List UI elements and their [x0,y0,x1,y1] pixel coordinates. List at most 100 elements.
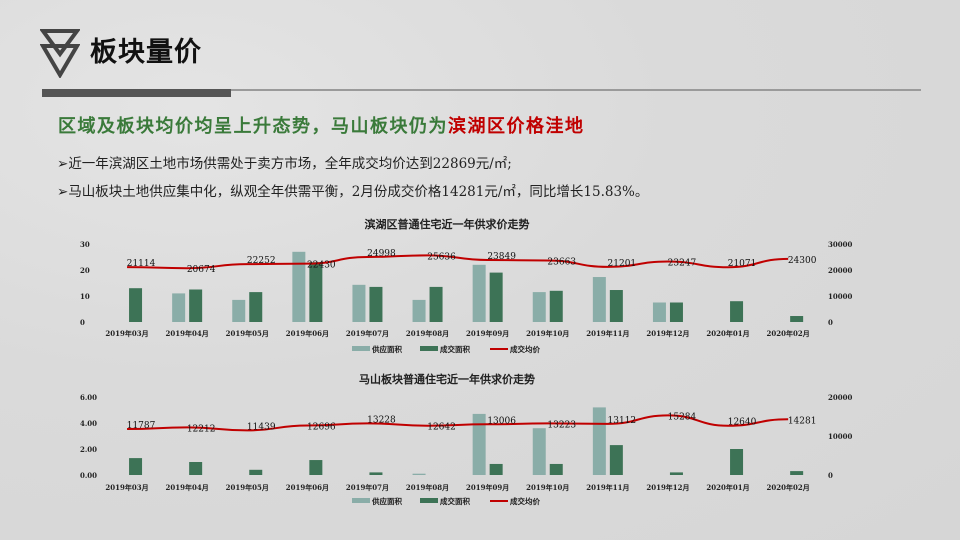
right-axis-tick: 20000 [828,393,852,402]
title-rule [231,89,921,91]
bar-deal [609,290,623,322]
price-data-label: 13223 [547,420,576,430]
bar-supply [352,284,366,322]
chart-title: 马山板块普通住宅近一年供求价走势 [359,372,535,386]
legend-swatch-supply [352,498,370,503]
bar-deal [309,262,323,322]
price-data-label: 13006 [487,416,516,426]
right-axis-tick: 30000 [828,240,852,249]
bar-deal [189,462,203,475]
category-label: 2019年09月 [466,329,509,338]
category-label: 2019年08月 [406,329,449,338]
price-data-label: 23849 [487,252,516,262]
bar-deal [249,292,263,322]
bar-supply [472,413,486,475]
left-axis-tick: 10 [80,292,90,301]
price-data-label: 24300 [788,256,817,266]
category-label: 2019年08月 [406,483,449,492]
price-data-label: 12640 [728,418,757,428]
price-data-label: 24998 [367,249,396,259]
bullet-2: ➢马山板块土地供应集中化，纵观全年供需平衡，2月份成交价格14281元/㎡，同比… [57,180,648,200]
category-label: 2019年07月 [346,329,389,338]
subheading-main: 区域及板块均价均呈上升态势，马山板块仍为 [58,116,448,137]
category-label: 2020年01月 [706,329,749,338]
price-line [127,414,789,432]
left-axis-tick: 4.00 [80,419,97,428]
price-data-label: 22252 [247,256,276,266]
bar-supply [652,302,666,322]
bar-supply [472,264,486,322]
bar-deal [549,290,563,322]
bar-deal [429,286,443,322]
double-triangle-down-icon [40,29,80,78]
bar-deal [489,272,503,322]
bar-deal [489,463,503,475]
price-data-label: 15284 [668,412,697,422]
price-data-label: 20674 [187,265,216,275]
bar-supply [532,292,546,322]
legend-label-deal: 成交面积 [440,496,470,506]
price-data-label: 22430 [307,261,336,271]
bar-supply [412,299,426,322]
page-title: 板块量价 [90,37,202,68]
category-label: 2019年03月 [105,329,148,338]
category-label: 2019年09月 [466,483,509,492]
price-data-label: 14281 [788,416,817,426]
bar-deal [369,472,383,475]
bar-deal [730,449,744,475]
bar-deal [249,469,263,475]
bullet-marker: ➢ [57,156,69,172]
bar-deal [730,301,744,322]
bar-deal [129,288,143,322]
bar-supply [532,428,546,475]
price-data-label: 21071 [728,259,757,269]
right-axis-tick: 10000 [828,292,852,301]
category-label: 2020年01月 [706,483,749,492]
category-label: 2019年05月 [226,329,269,338]
category-label: 2020年02月 [767,483,810,492]
price-data-label: 11787 [127,421,156,431]
category-label: 2019年11月 [586,329,629,338]
title-rule-accent [42,89,231,97]
chart-title: 滨湖区普通住宅近一年供求价走势 [365,217,530,231]
bullet-marker: ➢ [57,184,69,200]
left-axis-tick: 0.00 [80,471,97,480]
bar-deal [790,316,804,322]
category-label: 2019年10月 [526,483,569,492]
subheading-highlight: 滨湖区价格洼地 [448,116,585,137]
left-axis-tick: 30 [80,240,90,249]
category-label: 2019年05月 [226,483,269,492]
bar-deal [609,445,623,475]
category-label: 2019年04月 [166,329,209,338]
left-axis-tick: 6.00 [80,393,97,402]
bar-supply [292,251,306,322]
price-data-label: 13228 [367,415,396,425]
price-line [127,254,789,270]
category-label: 2019年12月 [646,329,689,338]
bar-deal [790,471,804,475]
price-data-label: 12696 [307,422,336,432]
right-axis-tick: 10000 [828,432,852,441]
bullet-text: 马山板块土地供应集中化，纵观全年供需平衡，2月份成交价格14281元/㎡，同比增… [68,184,649,200]
category-label: 2019年10月 [526,329,569,338]
price-data-label: 21201 [608,259,637,269]
category-label: 2019年06月 [286,483,329,492]
category-label: 2019年04月 [166,483,209,492]
bar-deal [309,460,323,475]
right-axis-tick: 20000 [828,266,852,275]
bar-deal [369,286,383,322]
right-axis-tick: 0 [828,318,833,327]
subheading: 区域及板块均价均呈上升态势，马山板块仍为滨湖区价格洼地 [58,112,585,138]
price-data-label: 23247 [668,259,697,269]
left-axis-tick: 20 [80,266,90,275]
price-data-label: 12642 [427,423,456,433]
bullet-1: ➢近一年滨湖区土地市场供需处于卖方市场，全年成交均价达到22869元/㎡; [57,152,512,172]
category-label: 2019年07月 [346,483,389,492]
price-data-label: 11439 [247,422,276,432]
left-axis-tick: 0 [80,318,85,327]
legend-swatch-deal [420,498,438,503]
left-axis-tick: 2.00 [80,445,97,454]
right-axis-tick: 0 [828,471,833,480]
legend-label-price: 成交均价 [510,344,540,354]
